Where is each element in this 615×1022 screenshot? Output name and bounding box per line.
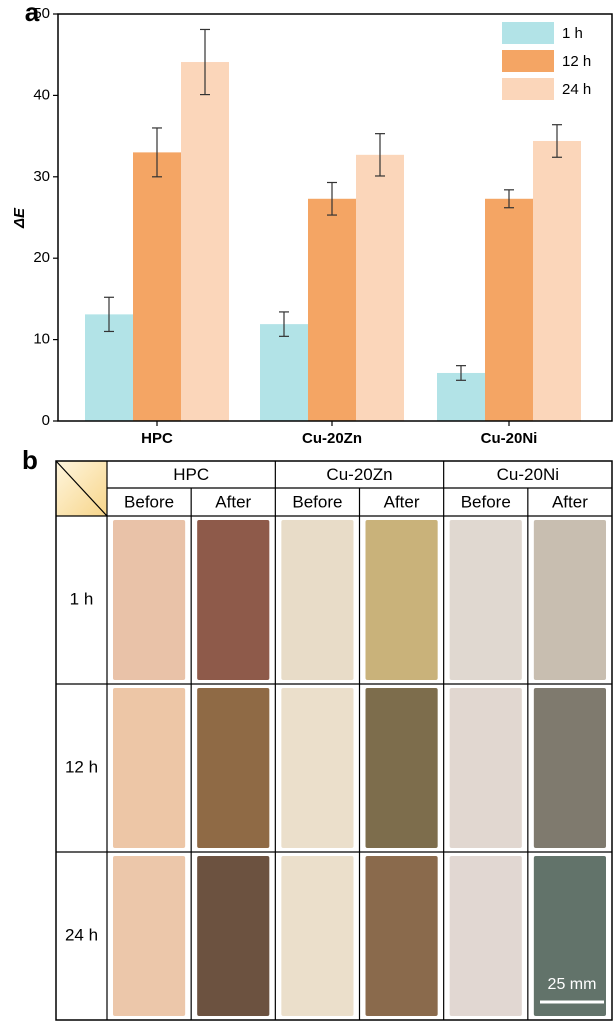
sample-photo: [281, 520, 354, 680]
y-axis-label: ΔE: [11, 207, 28, 229]
sample-photo: [449, 856, 522, 1016]
legend-swatch: [502, 22, 554, 44]
subcolumn-header: Before: [292, 492, 342, 511]
x-tick-label: Cu-20Ni: [481, 430, 538, 447]
y-tick-label: 0: [42, 412, 50, 429]
sample-photo: [449, 520, 522, 680]
error-bar: [504, 189, 514, 209]
error-bar: [200, 28, 210, 96]
bar: [437, 372, 485, 421]
subcolumn-header: After: [384, 492, 420, 511]
bar: [485, 198, 533, 421]
column-header: Cu-20Zn: [326, 465, 392, 484]
photo-table: 1 h 12 h 24 h HPC Before After Cu-20Zn Before Af…: [55, 460, 613, 1021]
sample-photo: [533, 856, 606, 1016]
bar: [260, 324, 308, 421]
bar: [356, 154, 404, 421]
sample-photo: [197, 520, 270, 680]
x-tick-label: HPC: [141, 430, 173, 447]
legend-swatch: [502, 78, 554, 100]
panel-label: a: [25, 0, 40, 27]
bar: [181, 62, 229, 421]
scale-bar-label: 25 mm: [548, 976, 597, 993]
sample-photo: [113, 688, 186, 848]
subcolumn-header: Before: [124, 492, 174, 511]
sample-photo: [281, 688, 354, 848]
bar-chart: 0 10 20 30 40 50 HPC Cu-20Zn Cu-20Ni 1 h 12 h 24 h: [33, 5, 613, 447]
bar: [533, 140, 581, 421]
sample-photo: [365, 520, 438, 680]
sample-photo: [281, 856, 354, 1016]
corner-diagonal: [55, 460, 108, 517]
error-bar: [456, 365, 466, 381]
plot-frame: [57, 13, 613, 422]
error-bar: [152, 127, 162, 178]
bar: [85, 314, 133, 421]
error-bar: [279, 311, 289, 337]
sample-photo: [449, 688, 522, 848]
panel-label: b: [22, 445, 38, 475]
legend-label: 24 h: [562, 81, 591, 98]
column-header: Cu-20Ni: [497, 465, 559, 484]
error-bar: [104, 296, 114, 333]
legend-label: 12 h: [562, 53, 591, 70]
column-header: HPC: [173, 465, 209, 484]
subcolumn-header: After: [552, 492, 588, 511]
y-tick-label: 40: [33, 86, 50, 103]
y-tick-label: 30: [33, 168, 50, 185]
sample-photo: [533, 688, 606, 848]
sample-photo: [365, 856, 438, 1016]
sample-photo: [113, 856, 186, 1016]
x-tick-label: Cu-20Zn: [302, 430, 362, 447]
subcolumn-header: After: [215, 492, 251, 511]
sample-photo: [197, 856, 270, 1016]
legend-swatch: [502, 50, 554, 72]
sample-photo: [533, 520, 606, 680]
error-bar: [375, 133, 385, 177]
bar: [133, 152, 181, 421]
sample-photo: [365, 688, 438, 848]
row-label: 1 h: [70, 589, 94, 608]
sample-photo: [113, 520, 186, 680]
row-label: 12 h: [65, 757, 98, 776]
y-tick-label: 10: [33, 331, 50, 348]
table-frame: [55, 460, 613, 1021]
row-label: 24 h: [65, 925, 98, 944]
legend-label: 1 h: [562, 25, 583, 42]
error-bar: [552, 124, 562, 158]
subcolumn-header: Before: [461, 492, 511, 511]
y-tick-label: 20: [33, 249, 50, 266]
error-bar: [327, 181, 337, 216]
bar: [308, 198, 356, 421]
y-tick-label: 50: [33, 5, 50, 22]
sample-photo: [197, 688, 270, 848]
